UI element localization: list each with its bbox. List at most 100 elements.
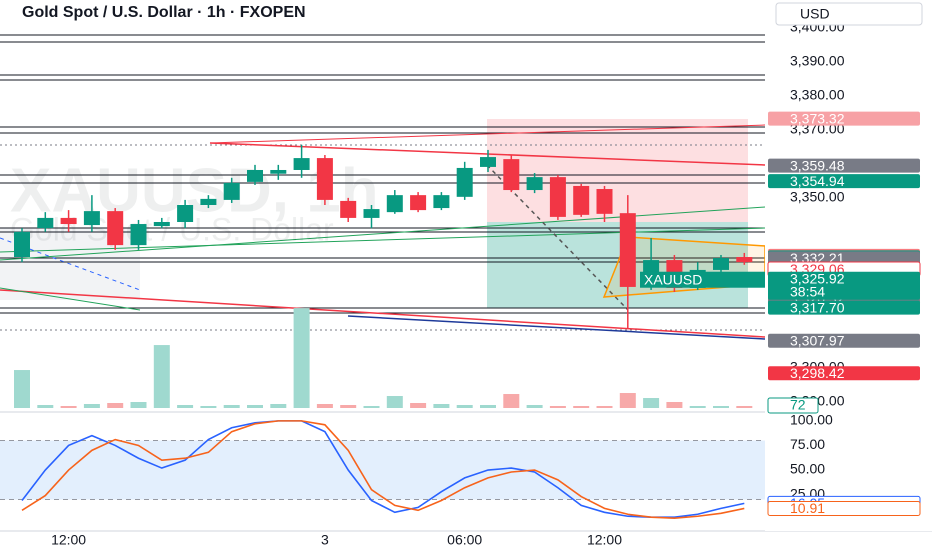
osc-tick-label: 100.00	[790, 412, 833, 428]
chart-title: Gold Spot / U.S. Dollar · 1h · FXOPEN	[22, 4, 306, 21]
volume-badge	[767, 397, 819, 414]
volume-bar	[526, 405, 543, 408]
volume-bar	[270, 404, 287, 408]
candle-body	[293, 158, 310, 170]
candle-body	[200, 198, 217, 205]
candle-body	[480, 157, 496, 167]
volume-bar	[83, 404, 100, 408]
price-badge-label: 3,298.42	[790, 365, 845, 381]
price-badge	[768, 174, 920, 189]
watermark-subtitle: Gold Spot / U.S. Dollar	[10, 211, 334, 247]
candle-body	[456, 167, 473, 197]
candle-body	[503, 159, 520, 191]
volume-bar	[107, 403, 124, 408]
price-badge-label: 3,317.70	[790, 299, 845, 315]
symbol-badge-label: XAUUSD	[644, 271, 702, 287]
price-badge-label: 3,359.48	[790, 157, 845, 173]
candle-body	[340, 200, 357, 218]
candle-body	[14, 231, 30, 258]
volume-bar	[596, 406, 613, 408]
volume-bar	[363, 406, 380, 408]
price-badge-label: 3,373.32	[790, 110, 845, 126]
candle-body	[363, 209, 380, 218]
volume-bar	[549, 406, 566, 408]
price-badge	[768, 300, 920, 315]
candle-body	[270, 169, 287, 174]
candle-body	[433, 195, 450, 209]
x-tick-label: 3	[321, 532, 329, 548]
volume-bar	[573, 406, 590, 408]
volume-bar	[316, 404, 333, 408]
osc-line	[21, 420, 745, 520]
volume-bar	[130, 402, 147, 408]
volume-bar	[736, 406, 753, 408]
candle-body	[130, 224, 147, 246]
osc-band	[0, 440, 765, 500]
volume-bar	[247, 405, 263, 408]
volume-bar	[223, 405, 240, 408]
volume-bar	[293, 308, 310, 408]
last-price-badge	[768, 271, 920, 300]
y-tick-label: 3,350.00	[790, 189, 845, 205]
candle-body	[410, 195, 427, 211]
osc-line	[21, 420, 745, 519]
volume-bar	[37, 405, 54, 408]
volume-bar	[200, 406, 217, 408]
volume-bar	[713, 406, 729, 408]
price-badge-label: 3,307.97	[790, 332, 845, 348]
volume-bar	[619, 393, 636, 408]
trend-line	[0, 287, 141, 311]
trend-line	[0, 206, 766, 261]
volume-bar	[456, 405, 473, 408]
price-badge-label: 3,354.94	[790, 173, 845, 189]
price-badge	[767, 500, 921, 516]
trend-line	[0, 227, 766, 253]
candle-body	[549, 177, 566, 217]
volume-bar	[503, 394, 520, 408]
symbol-badge	[640, 271, 765, 288]
candle-body	[60, 217, 77, 225]
volume-bar	[410, 403, 427, 408]
volume-bar	[386, 396, 403, 408]
x-tick-label: 12:00	[51, 532, 86, 548]
volume-bar	[433, 404, 450, 408]
y-tick-label: 3,380.00	[790, 87, 845, 103]
candle-body	[83, 211, 100, 226]
currency: USD	[800, 6, 830, 22]
candle-body	[37, 217, 54, 229]
candle-body	[316, 158, 333, 200]
volume-badge-label: 72	[790, 397, 806, 413]
volume-bar	[643, 398, 660, 408]
price-badge	[768, 111, 920, 126]
trend-line	[347, 315, 766, 340]
volume-bar	[153, 345, 170, 408]
volume-bar	[340, 405, 357, 408]
osc-tick-label: 75.00	[790, 436, 825, 452]
candle-body	[736, 257, 753, 263]
candle-body	[247, 169, 263, 182]
x-tick-label: 12:00	[587, 532, 622, 548]
price-badge	[768, 333, 920, 348]
volume-bar	[480, 405, 496, 408]
y-tick-label: 3,390.00	[790, 53, 845, 69]
position-risk	[487, 119, 748, 222]
last-price-label: 3,325.92	[790, 270, 845, 286]
volume-bar	[689, 406, 706, 408]
volume-bar	[177, 405, 194, 408]
candle-body	[573, 185, 590, 215]
price-badge-label: 10.91	[790, 500, 825, 516]
volume-bar	[14, 370, 30, 408]
price-badge	[768, 366, 920, 381]
candle-body	[177, 205, 194, 222]
volume-bar	[60, 406, 77, 408]
candle-body	[619, 213, 636, 287]
osc-tick-label: 50.00	[790, 461, 825, 477]
candle-body	[713, 258, 729, 270]
candle-body	[153, 221, 170, 227]
volume-bar	[666, 402, 683, 408]
candle-body	[386, 195, 403, 213]
countdown-label: 38:54	[790, 283, 825, 299]
price-badge	[768, 158, 920, 173]
x-tick-label: 06:00	[447, 532, 482, 548]
